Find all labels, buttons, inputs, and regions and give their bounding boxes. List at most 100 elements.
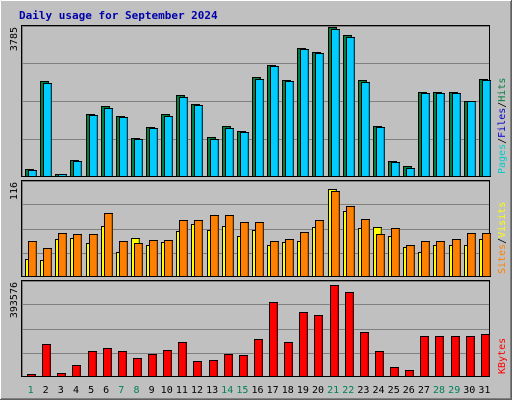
legend-entry: / bbox=[497, 238, 508, 244]
bar-sites-day-7 bbox=[119, 241, 128, 277]
day-label-24: 24 bbox=[372, 385, 384, 396]
bars-visits_sites bbox=[25, 189, 491, 277]
bar-kbytes-day-22 bbox=[345, 292, 354, 377]
bar-files-day-9 bbox=[149, 128, 158, 177]
bar-kbytes-day-26 bbox=[405, 370, 414, 377]
bar-files-day-1 bbox=[28, 170, 37, 177]
bar-kbytes-day-17 bbox=[269, 302, 278, 377]
bar-kbytes-day-15 bbox=[239, 355, 248, 377]
bar-kbytes-day-23 bbox=[360, 332, 369, 377]
day-label-25: 25 bbox=[388, 385, 400, 396]
bar-kbytes-day-21 bbox=[330, 285, 339, 377]
bar-kbytes-day-30 bbox=[466, 336, 475, 377]
day-label-3: 3 bbox=[58, 385, 64, 396]
legend-entry: Files bbox=[497, 108, 508, 138]
bar-files-day-16 bbox=[255, 79, 264, 177]
bar-sites-day-28 bbox=[436, 241, 445, 277]
day-label-1: 1 bbox=[28, 385, 34, 396]
day-label-30: 30 bbox=[463, 385, 475, 396]
legend-entry: Visits bbox=[497, 202, 508, 238]
day-label-6: 6 bbox=[103, 385, 109, 396]
day-label-26: 26 bbox=[403, 385, 415, 396]
day-label-21: 21 bbox=[327, 385, 339, 396]
bar-files-day-28 bbox=[436, 93, 445, 177]
bar-kbytes-day-12 bbox=[193, 361, 202, 377]
bar-sites-day-1 bbox=[28, 241, 37, 277]
bar-kbytes-day-25 bbox=[390, 367, 399, 377]
bar-files-day-4 bbox=[73, 161, 82, 177]
bar-sites-day-13 bbox=[210, 215, 219, 277]
bar-kbytes-day-6 bbox=[103, 348, 112, 377]
bar-sites-day-18 bbox=[285, 239, 294, 277]
bar-kbytes-day-11 bbox=[178, 342, 187, 377]
day-label-4: 4 bbox=[73, 385, 79, 396]
y-max-label: 116 bbox=[9, 182, 20, 200]
bar-sites-day-20 bbox=[315, 220, 324, 277]
day-label-18: 18 bbox=[282, 385, 294, 396]
bar-files-day-5 bbox=[89, 115, 98, 177]
bar-files-day-31 bbox=[482, 80, 491, 177]
bar-sites-day-8 bbox=[134, 243, 143, 277]
bar-files-day-24 bbox=[376, 127, 385, 177]
bar-kbytes-day-1 bbox=[27, 374, 36, 377]
bar-files-day-23 bbox=[361, 82, 370, 177]
bar-files-day-21 bbox=[331, 29, 340, 177]
bar-files-day-15 bbox=[240, 132, 249, 177]
bar-files-day-18 bbox=[285, 81, 294, 177]
bar-sites-day-15 bbox=[240, 222, 249, 277]
bar-sites-day-21 bbox=[331, 191, 340, 277]
bar-sites-day-27 bbox=[421, 241, 430, 277]
bar-files-day-13 bbox=[210, 139, 219, 177]
bar-kbytes-day-27 bbox=[420, 336, 429, 377]
series-legend: Sites/Visits bbox=[497, 202, 508, 274]
bar-files-day-30 bbox=[467, 101, 476, 177]
bar-files-day-20 bbox=[315, 53, 324, 177]
bar-kbytes-day-9 bbox=[148, 354, 157, 377]
bar-sites-day-10 bbox=[164, 240, 173, 277]
day-label-29: 29 bbox=[448, 385, 460, 396]
bar-kbytes-day-20 bbox=[314, 315, 323, 377]
bar-files-day-14 bbox=[225, 128, 234, 177]
bar-sites-day-23 bbox=[361, 219, 370, 277]
day-label-17: 17 bbox=[267, 385, 279, 396]
series-legend: Pages/Files/Hits bbox=[497, 78, 508, 174]
bar-kbytes-day-18 bbox=[284, 342, 293, 377]
bar-sites-day-9 bbox=[149, 240, 158, 277]
bar-sites-day-12 bbox=[194, 220, 203, 277]
bar-kbytes-day-10 bbox=[163, 350, 172, 377]
legend-entry: Hits bbox=[497, 78, 508, 102]
day-label-7: 7 bbox=[118, 385, 124, 396]
panel-kbytes: 393576 KBytes bbox=[9, 280, 508, 377]
bar-sites-day-17 bbox=[270, 241, 279, 277]
bar-sites-day-2 bbox=[43, 248, 52, 277]
bar-sites-day-24 bbox=[376, 234, 385, 277]
day-label-15: 15 bbox=[236, 385, 248, 396]
bar-sites-day-6 bbox=[104, 213, 113, 277]
bar-files-day-8 bbox=[134, 139, 143, 177]
bar-files-day-7 bbox=[119, 117, 128, 177]
bar-kbytes-day-3 bbox=[57, 373, 66, 377]
bar-kbytes-day-14 bbox=[224, 354, 233, 377]
bar-kbytes-day-19 bbox=[299, 312, 308, 377]
day-label-16: 16 bbox=[251, 385, 263, 396]
bar-files-day-27 bbox=[421, 93, 430, 177]
bar-sites-day-5 bbox=[89, 234, 98, 277]
bar-kbytes-day-5 bbox=[88, 351, 97, 377]
bar-files-day-12 bbox=[194, 105, 203, 177]
bar-sites-day-16 bbox=[255, 222, 264, 277]
bar-files-day-17 bbox=[270, 66, 279, 177]
bar-sites-day-4 bbox=[73, 234, 82, 277]
bar-sites-day-22 bbox=[346, 206, 355, 277]
day-label-11: 11 bbox=[176, 385, 188, 396]
bar-files-day-19 bbox=[300, 49, 309, 177]
legend-entry: / bbox=[497, 102, 508, 108]
day-label-14: 14 bbox=[221, 385, 233, 396]
bar-sites-day-19 bbox=[300, 232, 309, 277]
day-label-22: 22 bbox=[342, 385, 354, 396]
bar-sites-day-25 bbox=[391, 228, 400, 277]
bar-kbytes-day-16 bbox=[254, 339, 263, 377]
bar-files-day-25 bbox=[391, 162, 400, 177]
bar-kbytes-day-31 bbox=[481, 334, 490, 377]
bar-sites-day-14 bbox=[225, 215, 234, 277]
day-label-8: 8 bbox=[133, 385, 139, 396]
